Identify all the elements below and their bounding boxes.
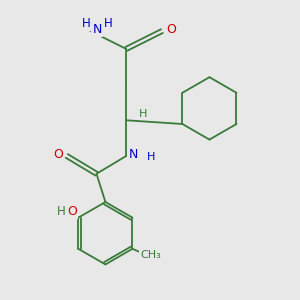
Text: H: H (138, 109, 147, 119)
Text: O: O (67, 205, 77, 218)
Text: H: H (57, 205, 65, 218)
Text: H: H (147, 152, 156, 162)
Text: N: N (129, 148, 138, 161)
Text: O: O (53, 148, 63, 161)
Text: CH₃: CH₃ (140, 250, 161, 260)
Text: H: H (82, 17, 91, 30)
Text: H: H (104, 17, 113, 30)
Text: N: N (92, 23, 102, 36)
Text: O: O (166, 23, 176, 36)
